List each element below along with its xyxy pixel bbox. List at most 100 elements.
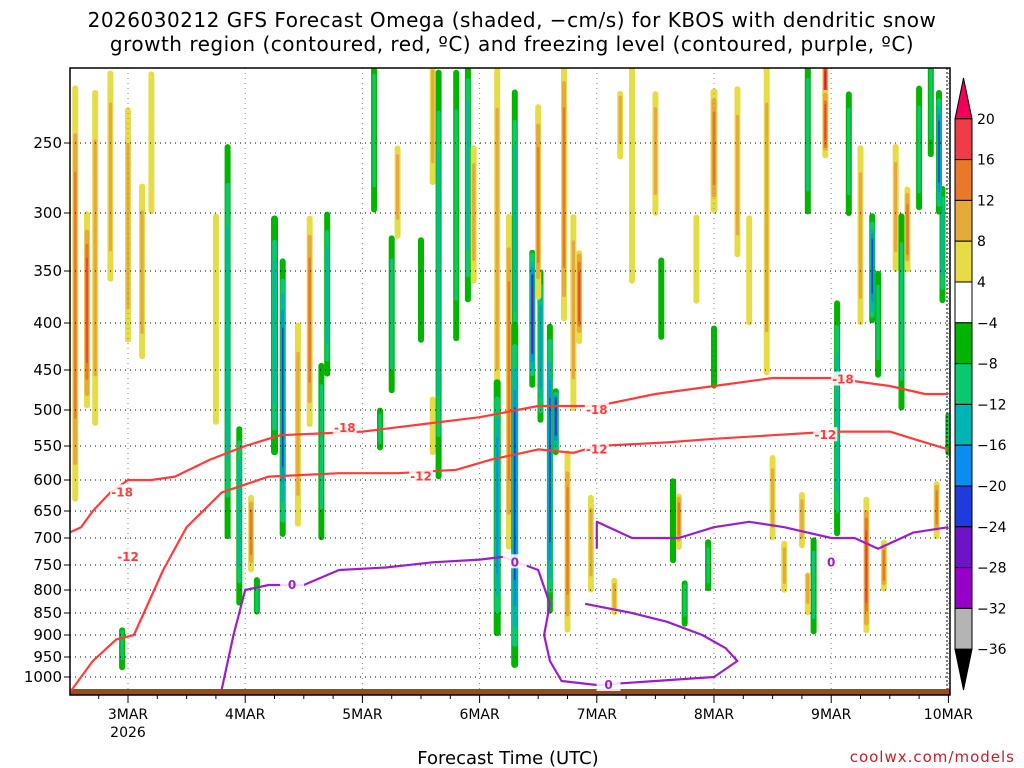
omega-cell [93, 139, 97, 377]
colorbar-label: −28 [977, 561, 1007, 577]
omega-cell [296, 351, 300, 496]
omega-cell [670, 478, 676, 564]
colorbar-swatch [954, 322, 973, 365]
omega-cell [86, 257, 88, 364]
chart-title-line-1: 2026030212 GFS Forecast Omega (shaded, −… [87, 8, 937, 32]
omega-cell [858, 172, 863, 299]
pressure-axis: 250 300 350 400 450 500 550 600 650 700 750 800 850 9… [24, 134, 70, 686]
colorbar-swatch [954, 118, 973, 161]
omega-cell [539, 306, 542, 389]
y-tick-label: 900 [33, 626, 62, 644]
x-tick-label: 4MAR [225, 707, 266, 723]
y-tick-label: 850 [33, 604, 62, 622]
omega-cell [865, 530, 868, 604]
omega-cell [390, 258, 394, 370]
contour--12-line [70, 430, 949, 694]
x-tick-label: 10MAR [924, 707, 973, 723]
colorbar-swatch [954, 240, 973, 283]
colorbar-swatch [954, 281, 973, 324]
omega-cell [882, 549, 886, 581]
x-tick-label: 7MAR [577, 707, 618, 723]
omega-cell [735, 114, 740, 236]
colorbar-label: 16 [977, 153, 995, 169]
y-tick-label: 700 [33, 529, 62, 547]
omega-cell [806, 573, 810, 604]
omega-cell [513, 407, 516, 581]
colorbar-label: 20 [977, 112, 995, 128]
omega-cell [431, 69, 435, 164]
omega-cell [255, 586, 259, 613]
colorbar-top-arrow [954, 77, 973, 120]
omega-cell [612, 583, 616, 610]
omega-cell [454, 109, 458, 301]
omega-cell [549, 397, 551, 543]
contour-label: -12 [814, 428, 836, 442]
omega-cell [537, 147, 540, 264]
omega-cell [941, 206, 944, 276]
colorbar-swatch [954, 444, 973, 487]
contour-label: 0 [288, 578, 296, 592]
contour-label-bg [280, 577, 305, 591]
colorbar-label: −24 [977, 520, 1007, 536]
colorbar-label: 12 [977, 193, 995, 209]
contour-label: -18 [586, 403, 608, 417]
y-tick-label: 350 [33, 262, 62, 280]
contour-label-bg [409, 468, 433, 483]
omega-cell [746, 215, 753, 326]
contour-label-bg [584, 402, 609, 416]
omega-cell [571, 240, 575, 380]
y-tick-label: 650 [33, 502, 62, 520]
omega-cell [894, 162, 898, 253]
omega-cell [765, 102, 769, 333]
omega-cell [876, 284, 880, 361]
omega-cell [812, 550, 816, 619]
omega-cell [899, 242, 904, 381]
contour-label-bg [110, 484, 135, 499]
contour-label: -12 [410, 470, 432, 484]
contour-label: -18 [334, 421, 356, 435]
y-tick-label: 250 [33, 134, 62, 152]
contour-label-bg [332, 420, 357, 434]
omega-cell [472, 163, 476, 261]
omega-cell [249, 509, 253, 556]
omega-shading [72, 68, 950, 671]
y-tick-label: 750 [33, 556, 62, 574]
y-tick-label: 300 [33, 204, 62, 222]
omega-cell [495, 107, 499, 371]
x-tick-label: 9MAR [811, 707, 852, 723]
site-credit[interactable]: coolwx.com/models [850, 748, 1015, 766]
contour-label-bg [116, 548, 140, 563]
omega-cell [418, 237, 424, 343]
time-axis: 3MAR 2026 4MAR 5MAR 6MAR 7MAR 8MAR 9MAR 10MAR [98, 695, 973, 741]
contour-label: -12 [117, 550, 139, 564]
omega-cell [917, 105, 921, 194]
surface-terrain [70, 689, 950, 695]
omega-cell [148, 71, 155, 215]
omega-cell [437, 152, 440, 396]
omega-cell [706, 547, 710, 584]
contour-label-bg [596, 677, 621, 691]
omega-cell [935, 490, 938, 525]
omega-cell [140, 210, 144, 334]
contour-lines: -18 -18 -18 -18 -12 -12 -12 -12 0 0 0 0 [70, 371, 949, 694]
colorbar-label: 8 [977, 234, 986, 250]
contour-0-line [220, 555, 739, 690]
omega-cell [847, 107, 851, 196]
plot-frame [69, 67, 951, 696]
omega-cell [629, 68, 635, 284]
omega-cell [282, 327, 284, 468]
omega-cell [653, 107, 658, 195]
contour-label: -12 [586, 442, 608, 456]
contour-label-bg [819, 554, 844, 569]
x-tick-sublabel: 2026 [110, 725, 146, 741]
omega-cell [238, 460, 241, 568]
omega-cell [782, 547, 786, 584]
omega-cell [871, 238, 873, 294]
y-tick-label: 450 [33, 361, 62, 379]
omega-cell [589, 507, 593, 577]
colorbar-label: −32 [977, 601, 1007, 617]
omega-colorbar: 20 16 12 8 4 −4 −8 −12 −16 −20 −24 −28 −32 −36 [954, 77, 1007, 691]
omega-cell [395, 154, 400, 220]
colorbar-label: −12 [977, 397, 1007, 413]
omega-cell [929, 68, 933, 140]
